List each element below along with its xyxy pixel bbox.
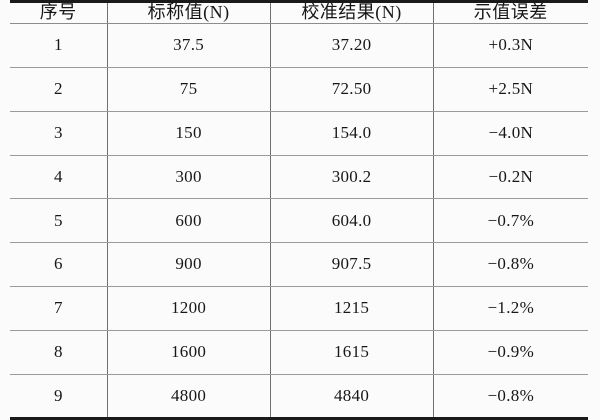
- cell-indication-error-text: −0.2N: [488, 166, 534, 186]
- column-header-seq-label: 序号: [39, 2, 77, 22]
- table-header: 序号 标称值(N) 校准结果(N) 示值误差: [10, 0, 588, 24]
- cell-calibration-result-text: 300.2: [331, 166, 372, 186]
- cell-calibration-result: 907.5: [269, 242, 434, 288]
- cell-indication-error-text: +0.3N: [488, 34, 534, 54]
- cell-seq-value: 4: [54, 166, 63, 186]
- cell-calibration-result-text: 1615: [333, 342, 370, 362]
- cell-indication-error-text: −4.0N: [488, 122, 534, 142]
- cell-nominal-value: 300: [106, 154, 271, 200]
- cell-seq-value: 5: [54, 210, 63, 230]
- cell-seq-value: 6: [54, 254, 63, 274]
- cell-indication-error-text: −0.9%: [487, 342, 535, 362]
- cell-seq-value: 2: [54, 78, 63, 98]
- cell-seq: 3: [10, 110, 108, 156]
- cell-seq: 1: [10, 22, 108, 68]
- cell-calibration-result: 4840: [269, 374, 434, 420]
- table-row: 3 150 154.0 −4.0N: [10, 110, 588, 156]
- cell-nominal-value: 600: [106, 198, 271, 244]
- table-body: 1 37.5 37.20 +0.3N 2 75 72.50 +2.5N 3 15…: [10, 22, 588, 420]
- cell-seq-value: 9: [54, 385, 63, 405]
- cell-indication-error-text: −1.2%: [487, 298, 535, 318]
- cell-calibration-result: 300.2: [269, 154, 434, 200]
- cell-nominal-value: 75: [106, 66, 271, 112]
- cell-calibration-result-text: 72.50: [331, 78, 372, 98]
- cell-calibration-result-text: 1215: [333, 298, 370, 318]
- cell-calibration-result: 1615: [269, 330, 434, 376]
- cell-seq: 7: [10, 286, 108, 332]
- cell-calibration-result-text: 37.20: [331, 34, 372, 54]
- cell-calibration-result-text: 4840: [333, 385, 370, 405]
- cell-nominal-value: 4800: [106, 374, 271, 420]
- calibration-results-table: 序号 标称值(N) 校准结果(N) 示值误差 1 37.5 37.20 +0.3…: [10, 0, 588, 420]
- cell-indication-error: −4.0N: [432, 110, 588, 156]
- cell-seq: 6: [10, 242, 108, 288]
- cell-nominal-value-text: 37.5: [173, 34, 205, 54]
- cell-seq: 9: [10, 374, 108, 420]
- cell-nominal-value: 1200: [106, 286, 271, 332]
- cell-seq-value: 1: [54, 34, 63, 54]
- cell-indication-error: −0.2N: [432, 154, 588, 200]
- cell-indication-error: +2.5N: [432, 66, 588, 112]
- column-header-seq: 序号: [10, 0, 108, 24]
- cell-calibration-result-text: 154.0: [331, 122, 372, 142]
- cell-seq: 2: [10, 66, 108, 112]
- cell-nominal-value-text: 75: [179, 78, 198, 98]
- cell-indication-error-text: +2.5N: [488, 78, 534, 98]
- cell-calibration-result-text: 907.5: [331, 254, 372, 274]
- cell-indication-error-text: −0.7%: [487, 210, 535, 230]
- column-header-nominal-value: 标称值(N): [106, 0, 271, 24]
- cell-calibration-result: 72.50: [269, 66, 434, 112]
- cell-seq: 4: [10, 154, 108, 200]
- cell-nominal-value: 37.5: [106, 22, 271, 68]
- table-row: 6 900 907.5 −0.8%: [10, 242, 588, 288]
- cell-nominal-value-text: 150: [175, 122, 202, 142]
- table-row: 4 300 300.2 −0.2N: [10, 154, 588, 200]
- cell-calibration-result: 37.20: [269, 22, 434, 68]
- column-header-indication-error-label: 示值误差: [473, 2, 548, 22]
- cell-seq-value: 8: [54, 342, 63, 362]
- cell-nominal-value: 900: [106, 242, 271, 288]
- cell-indication-error: −0.7%: [432, 198, 588, 244]
- cell-indication-error: +0.3N: [432, 22, 588, 68]
- column-header-calibration-result: 校准结果(N): [269, 0, 434, 24]
- cell-seq: 8: [10, 330, 108, 376]
- table-row: 5 600 604.0 −0.7%: [10, 198, 588, 244]
- cell-seq: 5: [10, 198, 108, 244]
- cell-nominal-value-text: 300: [175, 166, 202, 186]
- table-row: 1 37.5 37.20 +0.3N: [10, 22, 588, 68]
- cell-indication-error: −0.8%: [432, 242, 588, 288]
- cell-calibration-result: 604.0: [269, 198, 434, 244]
- table-row: 8 1600 1615 −0.9%: [10, 330, 588, 376]
- cell-indication-error-text: −0.8%: [487, 254, 535, 274]
- cell-calibration-result-text: 604.0: [331, 210, 372, 230]
- cell-nominal-value: 1600: [106, 330, 271, 376]
- cell-nominal-value-text: 600: [175, 210, 202, 230]
- cell-indication-error: −1.2%: [432, 286, 588, 332]
- table-row: 7 1200 1215 −1.2%: [10, 286, 588, 332]
- cell-indication-error: −0.8%: [432, 374, 588, 420]
- column-header-nominal-value-label: 标称值(N): [147, 2, 230, 22]
- cell-seq-value: 7: [54, 298, 63, 318]
- table-row: 9 4800 4840 −0.8%: [10, 374, 588, 420]
- cell-nominal-value-text: 900: [175, 254, 202, 274]
- cell-nominal-value: 150: [106, 110, 271, 156]
- cell-nominal-value-text: 4800: [170, 385, 207, 405]
- column-header-calibration-result-label: 校准结果(N): [301, 2, 402, 22]
- cell-nominal-value-text: 1600: [170, 342, 207, 362]
- cell-indication-error: −0.9%: [432, 330, 588, 376]
- column-header-indication-error: 示值误差: [432, 0, 588, 24]
- cell-nominal-value-text: 1200: [170, 298, 207, 318]
- table-row: 2 75 72.50 +2.5N: [10, 66, 588, 112]
- cell-seq-value: 3: [54, 122, 63, 142]
- cell-calibration-result: 1215: [269, 286, 434, 332]
- cell-indication-error-text: −0.8%: [487, 385, 535, 405]
- table-header-row: 序号 标称值(N) 校准结果(N) 示值误差: [10, 0, 588, 24]
- cell-calibration-result: 154.0: [269, 110, 434, 156]
